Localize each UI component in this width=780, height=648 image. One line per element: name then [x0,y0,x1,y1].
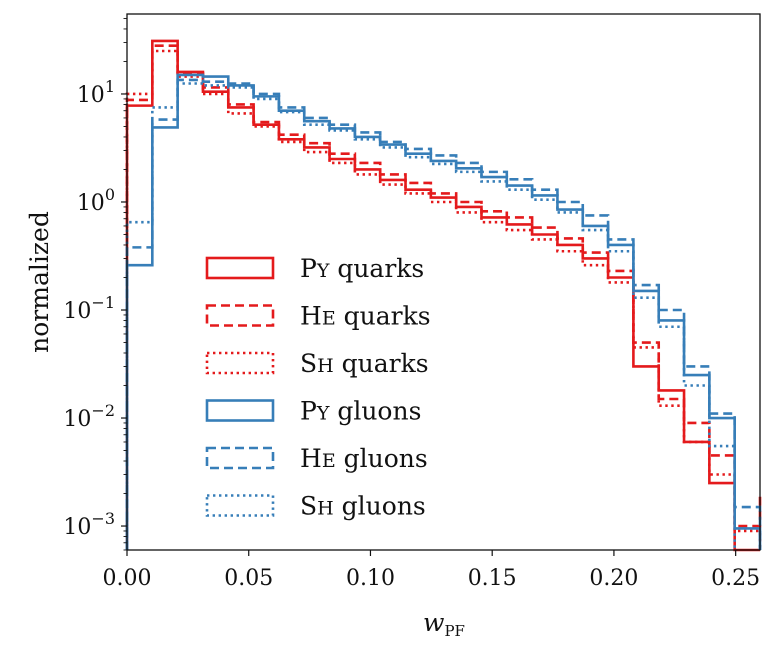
legend-swatch [205,351,275,375]
plot-frame [126,13,761,551]
legend-label: HE gluons [300,444,428,473]
legend-label: SH gluons [300,492,426,521]
y-tick-label: 10−2 [63,401,115,432]
y-axis-label: normalized [25,211,54,353]
series-3 [125,49,762,550]
y-axis: 10−3 10−2 10−1 100 101 [63,18,127,551]
series-layer [125,39,762,552]
series-line [125,82,736,550]
legend-item: SH quarks [205,349,429,378]
y-tick-label: 10−3 [63,509,115,540]
y-tick-label: 100 [77,185,115,216]
x-tick-label: 0.25 [711,566,760,591]
legend-swatch [205,256,275,280]
legend-swatch [205,446,275,470]
series-6 [125,82,736,550]
legend-label: PY quarks [300,254,424,283]
legend-label: SH quarks [300,349,429,378]
legend-item: HE quarks [205,302,431,331]
y-tick-label: 10−1 [63,293,115,324]
x-axis: 0.00 0.05 0.10 0.15 0.20 0.25 [103,550,760,591]
x-tick-label: 0.20 [589,566,638,591]
legend-swatch [205,494,275,517]
x-tick-label: 0.15 [468,566,517,591]
legend-swatch [205,304,275,327]
x-tick-label: 0.00 [103,566,152,591]
y-tick-label: 101 [77,77,115,108]
series-4 [125,73,762,550]
legend-item: PY gluons [205,397,421,426]
x-axis-label-sub: PF [444,622,465,640]
series-line [125,73,762,550]
x-tick-label: 0.05 [224,566,273,591]
x-axis-label-main: w [423,608,444,637]
legend-label: HE quarks [300,302,431,331]
legend: PY quarks HE quarks SH quarks PY gluons HE g… [205,254,431,521]
legend-item: HE gluons [205,444,428,473]
x-axis-label: wPF [423,608,465,640]
legend-label: PY gluons [300,397,421,426]
x-tick-label: 0.10 [346,566,395,591]
series-line [125,49,762,550]
legend-item: SH gluons [205,492,426,521]
legend-item: PY quarks [205,254,424,283]
legend-swatch [205,399,275,422]
